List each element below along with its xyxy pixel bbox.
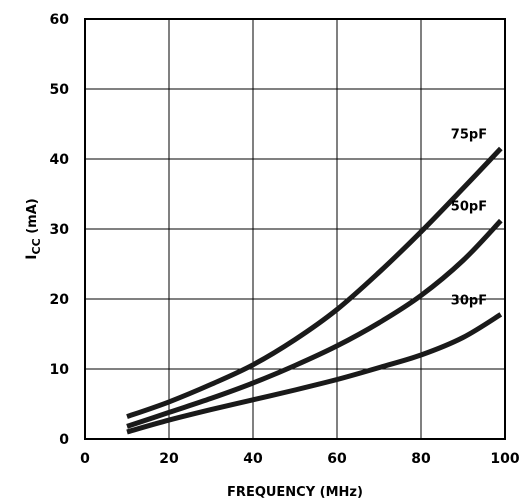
- y-axis-label: ICC (mA): [24, 198, 43, 259]
- series-line-50pF: [126, 218, 503, 429]
- x-tick-label: 40: [243, 451, 263, 467]
- y-axis-label-unit: (mA): [25, 198, 40, 238]
- y-tick-label: 10: [50, 362, 70, 378]
- curves: [126, 146, 503, 435]
- series-label-30pF: 30pF: [451, 293, 487, 308]
- series-line-75pF: [126, 146, 503, 419]
- y-tick-label: 50: [50, 82, 70, 98]
- plot-frame: [84, 18, 506, 440]
- x-tick-label: 80: [411, 451, 431, 467]
- series-label-75pF: 75pF: [451, 128, 487, 143]
- series-label-50pF: 50pF: [451, 200, 487, 215]
- tick-labels: 0 20 40 60 80 100 0 10 20 30 40 50 60: [50, 12, 520, 467]
- series-line-30pF: [126, 312, 503, 435]
- x-axis-label: FREQUENCY (MHz): [227, 485, 363, 500]
- x-tick-label: 20: [159, 451, 179, 467]
- y-tick-label: 20: [50, 292, 70, 308]
- y-tick-label: 60: [50, 12, 70, 28]
- series-labels: 75pF 50pF 30pF: [451, 128, 487, 309]
- y-tick-label: 40: [50, 152, 70, 168]
- y-tick-label: 30: [50, 222, 70, 238]
- grid: [84, 18, 506, 440]
- x-tick-label: 0: [80, 451, 90, 467]
- y-tick-label: 0: [59, 432, 69, 448]
- y-axis-label-sub: CC: [30, 238, 43, 254]
- y-axis-label-main: I: [24, 254, 40, 259]
- x-tick-label: 60: [327, 451, 347, 467]
- x-tick-label: 100: [490, 451, 519, 467]
